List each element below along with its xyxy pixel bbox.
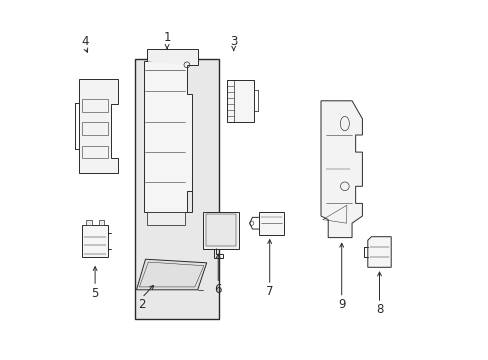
Polygon shape: [227, 80, 254, 122]
Text: 9: 9: [337, 298, 345, 311]
Polygon shape: [134, 59, 219, 319]
Text: 5: 5: [91, 287, 99, 300]
Polygon shape: [258, 211, 284, 235]
Polygon shape: [367, 237, 390, 267]
Polygon shape: [82, 225, 107, 257]
Polygon shape: [79, 79, 118, 173]
Text: 4: 4: [81, 35, 89, 48]
Polygon shape: [203, 211, 239, 249]
Polygon shape: [205, 215, 236, 246]
Text: 8: 8: [375, 303, 383, 316]
Text: 1: 1: [163, 31, 170, 44]
Polygon shape: [147, 49, 197, 65]
Text: 3: 3: [229, 35, 237, 48]
Polygon shape: [143, 61, 192, 212]
Polygon shape: [86, 220, 91, 225]
Text: 7: 7: [265, 285, 273, 298]
Polygon shape: [136, 259, 206, 290]
Polygon shape: [320, 101, 362, 238]
Polygon shape: [147, 212, 185, 225]
Text: 6: 6: [214, 283, 222, 296]
Text: 2: 2: [138, 298, 145, 311]
Polygon shape: [98, 220, 104, 225]
